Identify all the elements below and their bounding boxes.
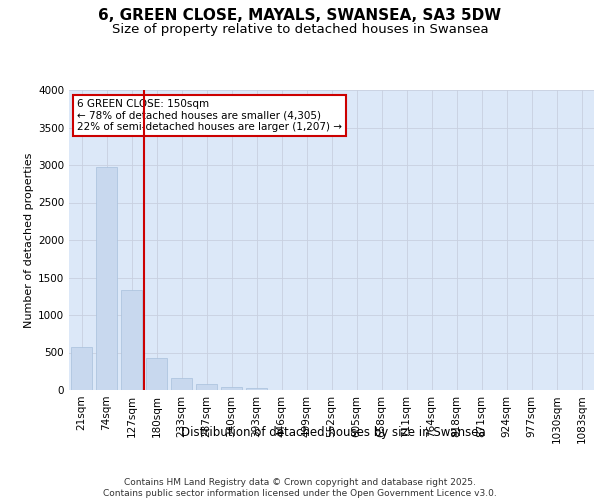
Bar — [171, 378, 192, 390]
Y-axis label: Number of detached properties: Number of detached properties — [24, 152, 34, 328]
Text: Distribution of detached houses by size in Swansea: Distribution of detached houses by size … — [181, 426, 485, 439]
Bar — [196, 384, 217, 390]
Bar — [121, 290, 142, 390]
Bar — [71, 346, 92, 390]
Bar — [96, 167, 117, 390]
Text: 6, GREEN CLOSE, MAYALS, SWANSEA, SA3 5DW: 6, GREEN CLOSE, MAYALS, SWANSEA, SA3 5DW — [98, 8, 502, 22]
Text: 6 GREEN CLOSE: 150sqm
← 78% of detached houses are smaller (4,305)
22% of semi-d: 6 GREEN CLOSE: 150sqm ← 78% of detached … — [77, 99, 342, 132]
Bar — [246, 388, 267, 390]
Text: Contains HM Land Registry data © Crown copyright and database right 2025.
Contai: Contains HM Land Registry data © Crown c… — [103, 478, 497, 498]
Text: Size of property relative to detached houses in Swansea: Size of property relative to detached ho… — [112, 22, 488, 36]
Bar — [221, 386, 242, 390]
Bar — [146, 358, 167, 390]
